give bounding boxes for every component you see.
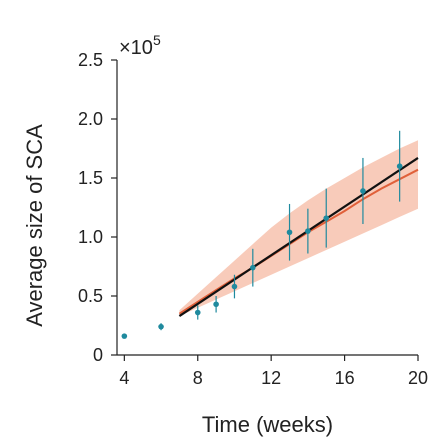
data-point bbox=[305, 208, 311, 254]
y-tick-label: 1.0 bbox=[78, 227, 103, 247]
y-tick-label: 2.5 bbox=[78, 50, 103, 70]
data-marker bbox=[213, 301, 219, 308]
y-axis-title: Average size of SCA bbox=[22, 124, 47, 327]
data-point bbox=[158, 323, 164, 331]
data-marker bbox=[286, 229, 293, 236]
data-marker bbox=[158, 323, 164, 330]
model-uncertainty-band bbox=[179, 140, 418, 317]
y-tick-label: 2.0 bbox=[78, 109, 103, 129]
data-marker bbox=[231, 283, 238, 290]
data-marker bbox=[323, 215, 330, 221]
data-marker bbox=[121, 333, 128, 339]
data-marker bbox=[360, 188, 366, 194]
y-tick-label: 0 bbox=[93, 345, 103, 365]
x-tick-label: 20 bbox=[408, 368, 428, 388]
data-point bbox=[286, 203, 293, 261]
y-tick-label: 1.5 bbox=[78, 168, 103, 188]
x-tick-label: 4 bbox=[119, 368, 129, 388]
data-point bbox=[194, 305, 201, 320]
data-marker bbox=[194, 309, 201, 316]
data-point bbox=[231, 274, 238, 299]
x-tick-label: 8 bbox=[193, 368, 203, 388]
fit-line bbox=[178, 157, 419, 317]
data-point bbox=[250, 248, 256, 287]
data-point bbox=[323, 188, 330, 248]
data-marker bbox=[250, 264, 256, 271]
x-tick-label: 12 bbox=[261, 368, 281, 388]
y-tick-label: 0.5 bbox=[78, 286, 103, 306]
y-axis-multiplier: ×105 bbox=[119, 32, 161, 59]
x-axis-title: Time (weeks) bbox=[202, 412, 333, 437]
x-tick-label: 16 bbox=[335, 368, 355, 388]
data-marker bbox=[396, 163, 403, 169]
y-axis-multiplier-exponent: 5 bbox=[153, 32, 161, 48]
data-point bbox=[360, 157, 366, 225]
data-point bbox=[396, 130, 403, 202]
y-axis-multiplier-base: ×10 bbox=[119, 37, 153, 59]
data-marker bbox=[305, 228, 311, 234]
data-point bbox=[121, 333, 128, 339]
data-point bbox=[213, 296, 219, 313]
